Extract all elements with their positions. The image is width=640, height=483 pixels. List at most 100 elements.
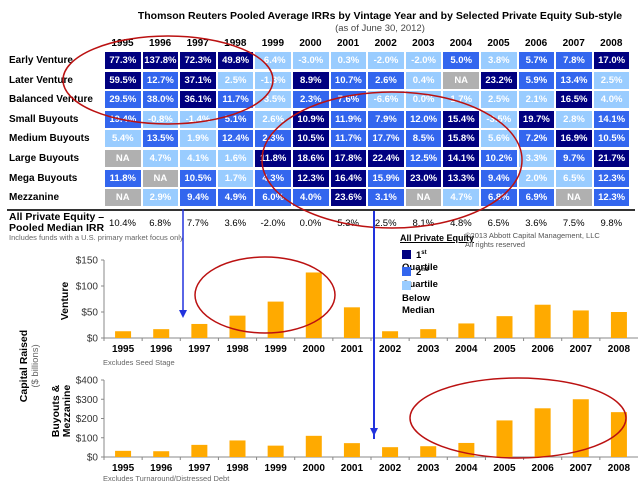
- legend-swatch: [402, 250, 411, 260]
- bar: [534, 304, 551, 338]
- all-pe-note: Includes funds with a U.S. primary marke…: [9, 233, 184, 242]
- irr-cell: 3.1%: [367, 188, 405, 208]
- irr-cell: 14.1%: [592, 109, 631, 129]
- bar: [191, 323, 208, 338]
- all-pe-value: 0.0%: [299, 218, 322, 229]
- x-tick-label: 2007: [570, 344, 593, 355]
- irr-cell: 11.8%: [254, 149, 292, 168]
- y-tick-label: $0: [87, 334, 99, 345]
- bar: [229, 440, 246, 457]
- irr-cell: NA: [555, 188, 593, 208]
- irr-cell: 10.9%: [292, 109, 330, 129]
- irr-cell: 29.5%: [104, 90, 142, 110]
- irr-cell: 38.0%: [141, 90, 180, 110]
- bar: [267, 301, 284, 338]
- irr-cell: 12.3%: [592, 188, 631, 208]
- row-label: Later Venture: [9, 74, 73, 86]
- y-tick-label: $150: [76, 256, 99, 267]
- year-header: 1996: [148, 38, 172, 49]
- irr-cell: NA: [404, 188, 443, 208]
- irr-cell: 12.3%: [592, 168, 631, 188]
- irr-cell: 10.7%: [329, 70, 368, 90]
- copyright-line1: ©2013 Abbott Capital Management, LLC: [465, 231, 600, 240]
- y-tick-label: $400: [76, 376, 99, 387]
- highlight-ellipse-venture-bars: [194, 256, 336, 334]
- year-header: 1998: [224, 38, 247, 49]
- bar: [610, 412, 627, 457]
- irr-cell: 0.3%: [329, 51, 368, 70]
- bar: [343, 307, 360, 338]
- row-label: Large Buyouts: [9, 153, 80, 164]
- irr-cell: -2.0%: [367, 51, 405, 70]
- irr-cell: 15.8%: [442, 129, 480, 149]
- x-tick-label: 2007: [570, 463, 593, 474]
- irr-cell: 1.9%: [179, 129, 217, 149]
- x-tick-label: 1996: [150, 344, 173, 355]
- x-tick-label: 2005: [493, 463, 516, 474]
- irr-cell: 1.7%: [216, 168, 255, 188]
- venture-axis-title: Venture: [59, 281, 71, 321]
- x-tick-label: 2004: [455, 344, 478, 355]
- x-tick-label: 2002: [379, 463, 402, 474]
- year-header: 2003: [412, 38, 435, 49]
- irr-cell: 6.8%: [480, 188, 518, 208]
- y-tick-label: $50: [81, 308, 98, 319]
- irr-cell: NA: [442, 70, 480, 90]
- chart-subtitle: (as of June 30, 2012): [335, 23, 425, 34]
- buyouts-axis-title-line2: Mezzanine: [61, 384, 73, 438]
- irr-cell: 7.8%: [555, 51, 593, 70]
- year-header: 2004: [449, 38, 473, 49]
- irr-cell: 2.8%: [555, 109, 593, 129]
- all-pe-value: 7.7%: [186, 218, 209, 229]
- irr-cell: 14.1%: [442, 149, 480, 168]
- bar: [610, 312, 627, 338]
- irr-cell: -2.0%: [404, 51, 443, 70]
- y-tick-label: $0: [87, 453, 99, 464]
- all-pe-value: 10.4%: [109, 218, 136, 229]
- x-tick-label: 2008: [608, 344, 631, 355]
- x-tick-label: 2003: [417, 344, 440, 355]
- irr-cell: 4.1%: [179, 149, 217, 168]
- irr-cell: 2.1%: [517, 90, 556, 110]
- year-header: 2001: [336, 38, 360, 49]
- irr-cell: NA: [141, 168, 180, 188]
- x-tick-label: 2001: [341, 344, 364, 355]
- irr-cell: 13.3%: [442, 168, 480, 188]
- x-tick-label: 1997: [188, 344, 211, 355]
- irr-cell: 5.4%: [104, 129, 142, 149]
- irr-cell: 5.9%: [517, 70, 556, 90]
- irr-cell: 12.3%: [292, 168, 330, 188]
- irr-cell: 23.2%: [480, 70, 518, 90]
- irr-cell: 6.5%: [555, 168, 593, 188]
- irr-cell: 23.0%: [404, 168, 443, 188]
- irr-cell: 7.2%: [517, 129, 556, 149]
- irr-cell: 8.9%: [292, 70, 330, 90]
- bar: [496, 316, 513, 338]
- irr-cell: 12.7%: [141, 70, 180, 90]
- year-header: 2006: [524, 38, 548, 49]
- irr-cell: 10.2%: [480, 149, 518, 168]
- year-header: 2007: [562, 38, 585, 49]
- row-label: Mezzanine: [9, 192, 60, 204]
- irr-cell: -3.5%: [254, 90, 292, 110]
- all-pe-value: 6.8%: [149, 218, 171, 229]
- irr-cell: 17.0%: [592, 51, 631, 70]
- bar: [420, 329, 437, 338]
- irr-cell: 5.6%: [480, 129, 518, 149]
- irr-cell: 2.6%: [367, 70, 405, 90]
- row-label: Balanced Venture: [9, 94, 93, 106]
- irr-cell: -3.0%: [292, 51, 330, 70]
- legend-item: Below Median: [402, 281, 435, 316]
- irr-cell: 2.3%: [254, 129, 292, 149]
- year-header: 2002: [374, 38, 397, 49]
- irr-cell: 13.5%: [141, 129, 180, 149]
- irr-cell: 137.8%: [141, 51, 180, 70]
- irr-cell: 59.5%: [104, 70, 142, 90]
- irr-cell: 10.5%: [179, 168, 217, 188]
- row-label: Medium Buyouts: [9, 133, 90, 145]
- irr-cell: 4.7%: [141, 149, 180, 168]
- all-pe-value: 3.6%: [224, 218, 247, 229]
- irr-cell: 23.6%: [329, 188, 368, 208]
- irr-cell: 12.4%: [216, 129, 255, 149]
- irr-cell: 3.8%: [480, 51, 518, 70]
